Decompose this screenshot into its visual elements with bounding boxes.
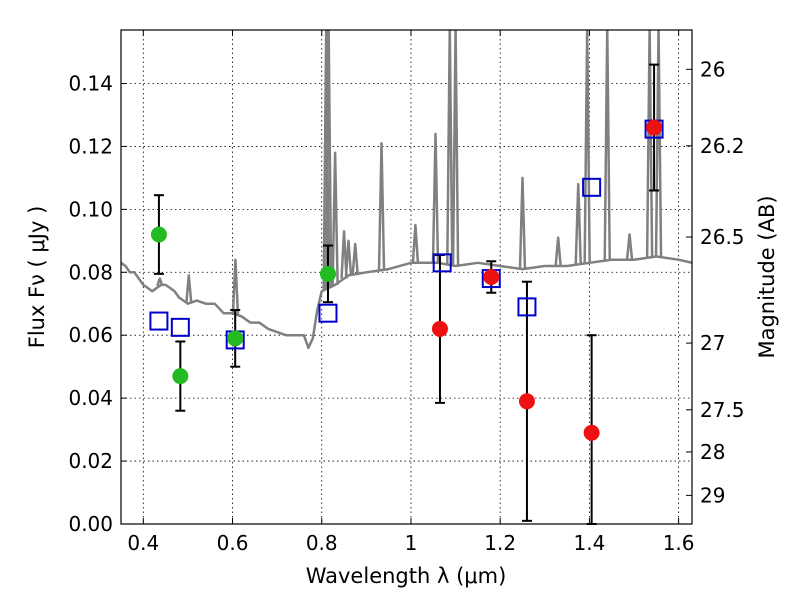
emission-line bbox=[344, 239, 353, 276]
emission-line bbox=[431, 132, 440, 263]
plot-frame bbox=[120, 29, 693, 525]
model-square-marker bbox=[149, 311, 169, 331]
y-tick-label: 0.02 bbox=[68, 449, 113, 473]
emission-line bbox=[583, 30, 591, 264]
y-tick-label: 0.10 bbox=[68, 197, 113, 221]
emission-line bbox=[574, 182, 582, 265]
emission-line bbox=[603, 30, 611, 261]
emission-line bbox=[645, 30, 654, 258]
right-tick-label: 26.2 bbox=[700, 134, 745, 158]
emission-line bbox=[377, 142, 386, 271]
emission-line bbox=[185, 274, 193, 304]
green-data-point bbox=[227, 330, 244, 347]
emission-line bbox=[156, 277, 164, 287]
red-data-point bbox=[583, 424, 600, 441]
green-data-point bbox=[150, 226, 167, 243]
right-tick-label: 27.5 bbox=[700, 398, 745, 422]
x-tick-label: 0.8 bbox=[306, 531, 338, 555]
spectrum-layer bbox=[121, 30, 692, 350]
y-tick-label: 0.08 bbox=[68, 260, 113, 284]
emission-line bbox=[331, 151, 339, 285]
emission-line bbox=[324, 30, 333, 288]
y-tick-label: 0.06 bbox=[68, 323, 113, 347]
right-tick-label: 28 bbox=[700, 440, 725, 464]
green-data-point bbox=[319, 265, 336, 282]
emission-line bbox=[654, 30, 663, 257]
x-tick-label: 1 bbox=[405, 531, 418, 555]
emission-line bbox=[231, 258, 240, 315]
red-data-point bbox=[518, 393, 535, 410]
data-markers bbox=[149, 119, 664, 441]
emission-line bbox=[625, 233, 634, 260]
y-tick-label: 0.00 bbox=[68, 512, 113, 536]
model-square-marker bbox=[517, 297, 537, 317]
emission-line bbox=[451, 30, 460, 267]
right-tick-label: 29 bbox=[700, 483, 725, 507]
red-data-point bbox=[483, 269, 500, 285]
y-axis-label: Flux Fν ( μJy ) bbox=[25, 206, 49, 349]
red-data-point bbox=[431, 320, 448, 337]
model-spectrum-line bbox=[121, 255, 692, 350]
emission-line bbox=[351, 242, 359, 275]
green-data-point bbox=[172, 368, 189, 385]
x-tick-label: 1.2 bbox=[484, 531, 516, 555]
emission-line bbox=[446, 30, 454, 265]
axis-ticks: 0.4 0.6 0.8 1 1.2 1.4 1.6 0.00 0.02 0.04 0.06 0.08 0… bbox=[68, 30, 745, 555]
x-tick-label: 1.6 bbox=[663, 531, 695, 555]
model-square-marker bbox=[318, 303, 338, 323]
right-tick-label: 26.5 bbox=[700, 225, 745, 249]
y-tick-label: 0.12 bbox=[68, 134, 113, 158]
right-tick-label: 27 bbox=[700, 331, 725, 355]
x-axis-label: Wavelength λ (μm) bbox=[306, 564, 507, 588]
x-tick-label: 0.4 bbox=[127, 531, 159, 555]
model-square-marker bbox=[170, 317, 190, 337]
red-data-point bbox=[646, 119, 663, 136]
emission-line bbox=[554, 236, 562, 267]
y-tick-label: 0.14 bbox=[68, 71, 113, 95]
x-tick-label: 0.6 bbox=[217, 531, 249, 555]
emission-line bbox=[518, 176, 527, 270]
model-square-marker bbox=[582, 177, 602, 197]
x-tick-label: 1.4 bbox=[573, 531, 605, 555]
emission-line bbox=[411, 223, 420, 263]
y-tick-label: 0.04 bbox=[68, 386, 113, 410]
right-tick-label: 26 bbox=[700, 57, 725, 81]
model-square-marker bbox=[432, 253, 452, 273]
right-axis-label: Magnitude (AB) bbox=[755, 195, 779, 358]
